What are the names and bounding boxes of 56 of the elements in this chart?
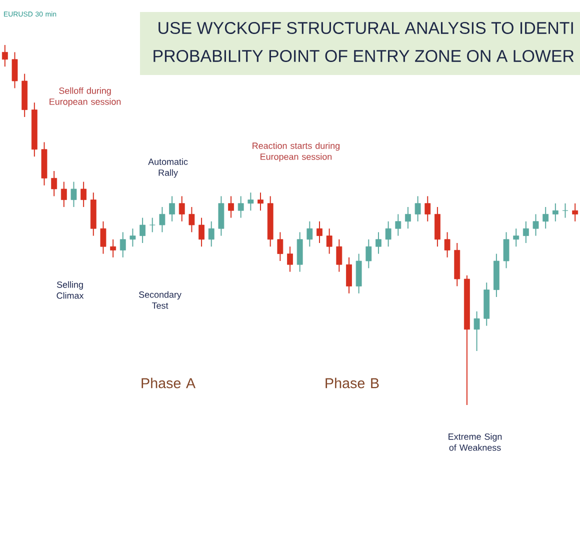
annotation: Phase A bbox=[142, 378, 196, 388]
candlestick bbox=[287, 246, 293, 272]
candlestick bbox=[208, 220, 214, 248]
candlestick bbox=[552, 202, 558, 222]
candlestick bbox=[513, 228, 520, 248]
candlestick bbox=[188, 206, 195, 233]
annotation: Selloff during European session bbox=[50, 87, 121, 107]
annotation: Reaction starts during European session bbox=[252, 142, 340, 162]
candlestick bbox=[110, 238, 116, 258]
annotation: Secondary Test bbox=[139, 291, 182, 309]
candlestick bbox=[316, 220, 322, 244]
candlestick bbox=[60, 181, 67, 208]
candlestick bbox=[405, 206, 411, 230]
candlestick bbox=[248, 192, 254, 212]
candlestick bbox=[562, 202, 568, 218]
candlestick bbox=[100, 220, 106, 254]
candlestick bbox=[306, 220, 313, 248]
candlestick bbox=[140, 217, 146, 244]
candlestick bbox=[503, 232, 510, 269]
candlestick bbox=[532, 214, 539, 236]
candlestick bbox=[178, 196, 185, 222]
candlestick bbox=[258, 192, 264, 212]
candlestick bbox=[385, 220, 392, 248]
chart-title: USE WYCKOFF STRUCTURAL ANALYSIS TO IDENTI bbox=[158, 22, 573, 34]
candlestick bbox=[159, 206, 166, 233]
candlestick bbox=[228, 196, 234, 218]
candlestick bbox=[424, 196, 431, 222]
annotation: Phase B bbox=[326, 378, 379, 388]
candlestick bbox=[326, 228, 332, 254]
candlestick bbox=[277, 232, 284, 262]
candlestick bbox=[51, 170, 58, 197]
annotation: Automatic Rally bbox=[148, 158, 188, 178]
candlestick bbox=[346, 256, 352, 294]
candlestick bbox=[336, 238, 342, 272]
candlestick bbox=[149, 217, 156, 233]
candlestick bbox=[12, 52, 18, 89]
candlestick bbox=[120, 232, 126, 258]
candlestick bbox=[130, 228, 136, 248]
chart-subtitle: PROBABILITY POINT OF ENTRY ZONE ON A LOWER bbox=[154, 50, 574, 62]
candlestick bbox=[238, 196, 244, 218]
candlestick bbox=[2, 44, 8, 68]
candlestick bbox=[376, 232, 382, 254]
candlestick bbox=[80, 181, 87, 208]
candlestick bbox=[395, 214, 402, 236]
candlestick bbox=[169, 196, 175, 222]
candlestick bbox=[70, 181, 77, 208]
candlestick bbox=[198, 217, 204, 248]
candlestick bbox=[474, 310, 480, 352]
candlestick bbox=[542, 206, 549, 230]
text: Extreme Sign of Weakness bbox=[448, 433, 502, 451]
candlestick bbox=[572, 202, 578, 222]
candlestick bbox=[414, 196, 421, 222]
candlestick bbox=[444, 232, 450, 258]
candlestick bbox=[366, 238, 372, 269]
annotation: Selling Climax bbox=[56, 281, 84, 299]
candlestick bbox=[522, 220, 529, 244]
